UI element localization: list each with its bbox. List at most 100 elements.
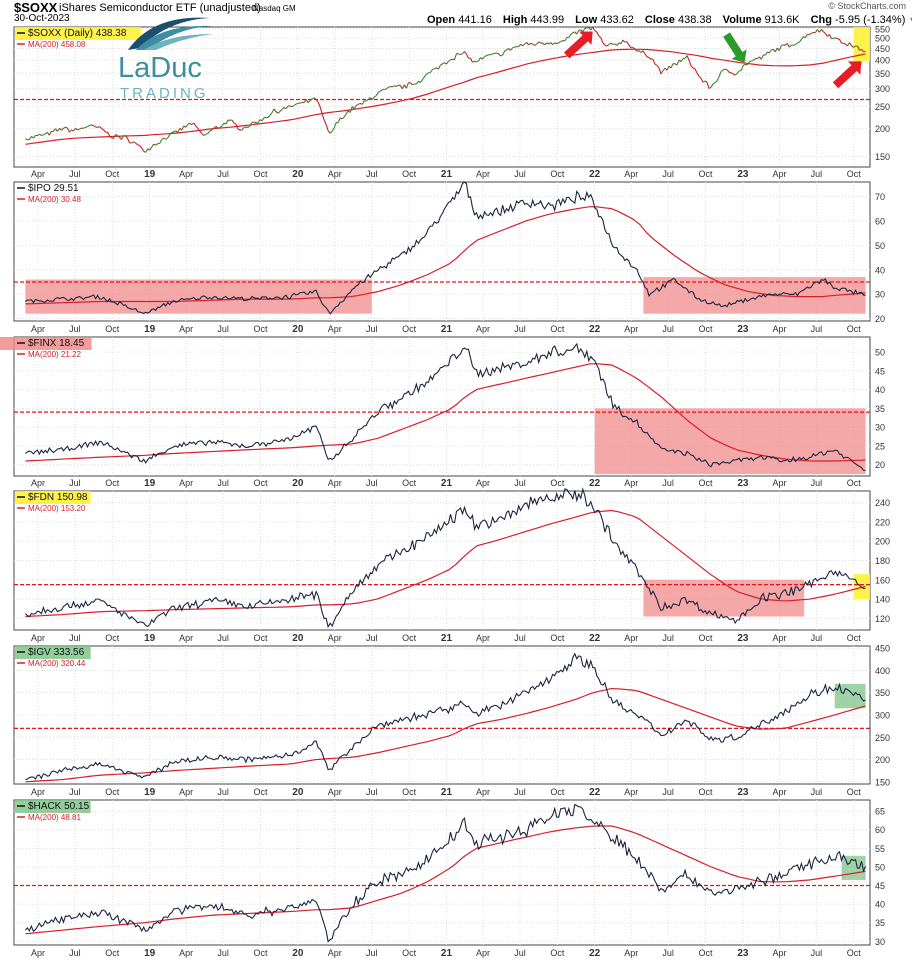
price-segment (696, 72, 700, 77)
x-tick-label: Jul (366, 478, 378, 488)
price-segment (343, 113, 347, 118)
price-segment (628, 44, 632, 49)
price-segment (289, 105, 293, 108)
price-segment (582, 28, 586, 32)
price-segment (117, 135, 120, 138)
price-segment (65, 126, 68, 129)
price-segment (652, 59, 656, 65)
chg-label: Chg (810, 14, 832, 26)
price-segment (490, 53, 493, 56)
low-label: Low (575, 14, 598, 26)
x-tick-label: 20 (292, 478, 304, 489)
x-tick-label: 22 (589, 478, 601, 489)
panel-4: 150 200 250 300 350 400 450 Apr Jul Oct 19 Apr Jul Oc… (13, 644, 890, 798)
x-tick-label: Oct (699, 324, 714, 334)
price-segment (349, 106, 353, 113)
price-segment (558, 41, 561, 44)
price-segment (281, 107, 285, 111)
price-segment (331, 127, 335, 132)
price-segment (576, 29, 580, 35)
price-segment (482, 56, 486, 60)
price-segment (734, 72, 738, 76)
price-segment (69, 129, 72, 133)
price-segment (636, 50, 640, 52)
x-tick-label: Apr (772, 478, 786, 488)
price-segment (161, 137, 165, 141)
header-stats: Open 441.16 High 443.99 Low 433.62 Close… (427, 14, 912, 26)
y-tick-label: 240 (875, 498, 890, 508)
price-segment (680, 58, 684, 62)
x-tick-label: 21 (441, 169, 453, 180)
price-segment (319, 106, 323, 114)
price-segment (450, 58, 453, 61)
price-segment (440, 63, 443, 66)
price-segment (165, 137, 169, 140)
ma-label: MA(200) 153.20 (28, 504, 86, 513)
x-tick-label: Jul (217, 787, 229, 797)
x-tick-label: Apr (31, 324, 45, 334)
price-segment (365, 98, 369, 102)
x-tick-label: Apr (624, 478, 638, 488)
x-tick-label: Apr (624, 787, 638, 797)
price-segment (774, 47, 778, 53)
panel-1: 20 30 40 50 60 70 Apr Jul Oct 19 Apr Jul Oct 20 Apr Jul… (13, 181, 885, 335)
price-segment (231, 119, 235, 124)
price-segment (648, 57, 652, 60)
symbol-label: $IPO 29.51 (28, 183, 79, 194)
y-tick-label: 500 (875, 34, 890, 44)
ma200-line (25, 509, 866, 618)
x-tick-label: Apr (31, 948, 45, 958)
volume-label: Volume (722, 14, 762, 26)
price-segment (736, 70, 740, 74)
x-tick-label: 19 (144, 169, 156, 180)
price-segment (39, 133, 42, 136)
price-segment (219, 125, 223, 128)
x-tick-label: Apr (179, 478, 193, 488)
price-segment (237, 128, 241, 131)
price-segment (596, 31, 600, 37)
close-value: 438.38 (677, 14, 712, 26)
y-tick-label: 35 (875, 404, 885, 414)
price-segment (399, 85, 403, 90)
price-segment (333, 122, 337, 129)
zone-box (594, 408, 866, 475)
symbol-label: $SOXX (Daily) 438.38 (28, 28, 127, 39)
x-tick-label: 19 (144, 633, 156, 644)
price-segment (760, 54, 764, 60)
x-tick-label: Oct (402, 787, 417, 797)
price-segment (602, 42, 606, 46)
red-arrow-icon (563, 31, 593, 59)
price-segment (32, 135, 36, 139)
price-segment (307, 100, 311, 104)
price-segment (795, 42, 798, 46)
price-segment (185, 124, 189, 128)
y-tick-label: 30 (875, 937, 885, 947)
price-segment (197, 127, 201, 132)
x-tick-label: Apr (328, 948, 342, 958)
y-tick-label: 45 (875, 881, 885, 891)
price-line (24, 803, 867, 943)
panel-3: 120 140 160 180 200 220 240 Apr Jul Oct 19 Apr Jul Oc… (13, 487, 890, 644)
price-segment (83, 126, 86, 129)
symbol-highlight (15, 491, 91, 504)
price-segment (496, 52, 499, 55)
price-segment (181, 125, 185, 131)
price-segment (546, 42, 549, 45)
price-segment (309, 98, 313, 101)
chg-down-triangle-icon: ▼ (908, 15, 912, 25)
price-segment (506, 48, 509, 51)
arrow-shape (723, 32, 747, 63)
wave-logo-icon (128, 17, 213, 50)
symbol-label: $HACK 50.15 (28, 801, 90, 812)
price-segment (594, 30, 598, 33)
price-segment (315, 99, 319, 103)
x-tick-label: Jul (514, 169, 526, 179)
y-tick-label: 350 (875, 688, 890, 698)
price-segment (720, 69, 724, 72)
price-segment (121, 135, 125, 140)
x-tick-label: 23 (737, 948, 749, 959)
price-segment (839, 39, 842, 44)
price-line (25, 487, 866, 629)
x-tick-label: Apr (179, 169, 193, 179)
x-tick-label: Oct (699, 948, 714, 958)
